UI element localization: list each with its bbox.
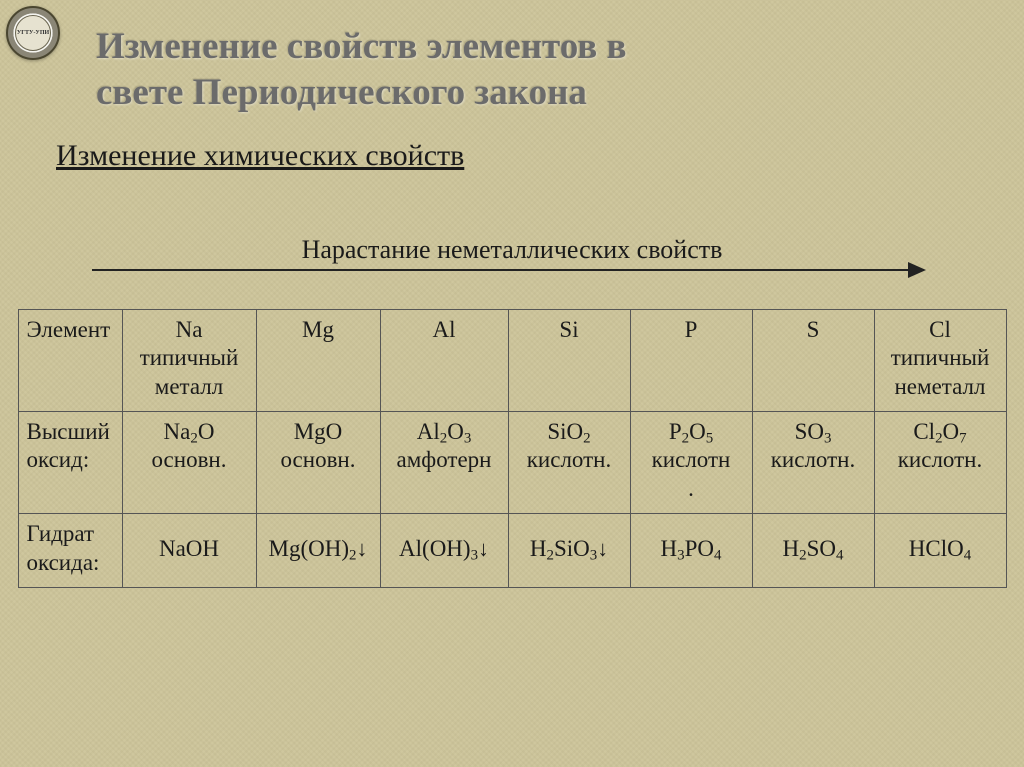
logo-inner: УГТУ-УПИ	[15, 15, 51, 51]
arrow-down-icon: ↓	[597, 536, 608, 561]
title-block: Изменение свойств элементов в свете Пери…	[0, 0, 1024, 117]
page-title: Изменение свойств элементов в свете Пери…	[96, 24, 1024, 117]
cell-element-na: Na типичный металл	[122, 309, 256, 411]
el-cl-sym: Cl	[929, 317, 951, 342]
cell-oxide-mg: MgOосновн.	[256, 411, 380, 513]
cell-element-mg: Mg	[256, 309, 380, 411]
rowhead-oxide-l2: оксид:	[27, 447, 90, 472]
cell-hyd-si: H2SiO3↓	[508, 513, 630, 587]
table-row: Гидрат оксида: NaOH Mg(OH)2↓ Al(OH)3↓ H2…	[18, 513, 1006, 587]
el-na-sym: Na	[176, 317, 203, 342]
cell-oxide-s: SO3кислотн.	[752, 411, 874, 513]
cell-hyd-p: H3PO4	[630, 513, 752, 587]
rowhead-oxide-l1: Высший	[27, 419, 110, 444]
cell-hyd-s: H2SO4	[752, 513, 874, 587]
arrow-down-icon: ↓	[478, 536, 489, 561]
ox-si-t: кислотн.	[527, 447, 611, 472]
rowhead-hyd-l2: оксида:	[27, 550, 100, 575]
cell-element-si: Si	[508, 309, 630, 411]
cell-element-cl: Cl типичный неметалл	[874, 309, 1006, 411]
cell-hyd-mg: Mg(OH)2↓	[256, 513, 380, 587]
subtitle: Изменение химических свойств	[56, 139, 1024, 173]
title-line-2: свете Периодического закона	[96, 72, 587, 113]
ox-na-t: основн.	[151, 447, 226, 472]
ox-p-t2: .	[688, 476, 694, 501]
title-line-1: Изменение свойств элементов в	[96, 26, 627, 67]
arrow-right-icon	[92, 269, 924, 271]
cell-element-s: S	[752, 309, 874, 411]
rowhead-oxide: Высший оксид:	[18, 411, 122, 513]
cell-element-al: Al	[380, 309, 508, 411]
cell-element-p: P	[630, 309, 752, 411]
el-cl-l2: типичный	[891, 345, 990, 370]
el-na-l3: металл	[155, 374, 223, 399]
table-row: Элемент Na типичный металл Mg Al Si P S …	[18, 309, 1006, 411]
cell-oxide-si: SiO2кислотн.	[508, 411, 630, 513]
arrow-block: Нарастание неметаллических свойств	[92, 235, 932, 271]
cell-oxide-cl: Cl2O7кислотн.	[874, 411, 1006, 513]
ox-mg-t: основн.	[280, 447, 355, 472]
el-cl-l3: неметалл	[895, 374, 986, 399]
cell-oxide-p: P2O5кислотн.	[630, 411, 752, 513]
ox-s-t: кислотн.	[771, 447, 855, 472]
rowhead-hydrate: Гидрат оксида:	[18, 513, 122, 587]
rowhead-element: Элемент	[18, 309, 122, 411]
cell-hyd-al: Al(OH)3↓	[380, 513, 508, 587]
cell-hyd-cl: HClO4	[874, 513, 1006, 587]
ox-p-t1: кислотн	[652, 447, 731, 472]
ox-cl-t: кислотн.	[898, 447, 982, 472]
cell-hyd-na: NaOH	[122, 513, 256, 587]
table-row: Высший оксид: Na2Oосновн. MgOосновн. Al2…	[18, 411, 1006, 513]
arrow-label: Нарастание неметаллических свойств	[92, 235, 932, 265]
arrow-down-icon: ↓	[357, 536, 368, 561]
cell-oxide-na: Na2Oосновн.	[122, 411, 256, 513]
el-na-l2: типичный	[140, 345, 239, 370]
ox-al-t: амфотерн	[397, 447, 492, 472]
rowhead-hyd-l1: Гидрат	[27, 521, 95, 546]
logo-badge: УГТУ-УПИ	[6, 6, 60, 60]
logo-text: УГТУ-УПИ	[17, 30, 49, 36]
cell-oxide-al: Al2O3амфотерн	[380, 411, 508, 513]
properties-table: Элемент Na типичный металл Mg Al Si P S …	[18, 309, 1007, 588]
